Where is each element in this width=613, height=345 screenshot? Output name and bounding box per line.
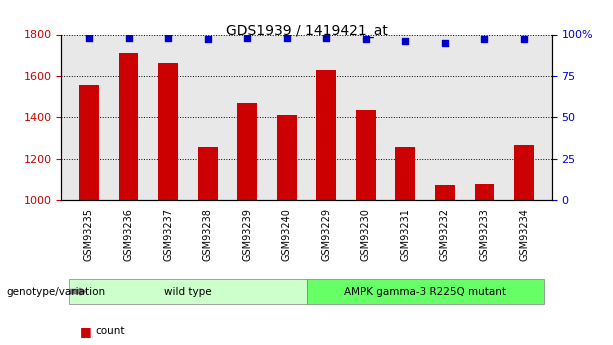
Point — [242, 35, 252, 41]
Point — [519, 37, 529, 42]
Bar — [119, 53, 139, 200]
Bar — [79, 85, 99, 200]
Point — [400, 38, 410, 44]
Bar — [395, 147, 415, 200]
Text: count: count — [95, 326, 124, 336]
Bar — [356, 110, 376, 200]
Text: AMPK gamma-3 R225Q mutant: AMPK gamma-3 R225Q mutant — [344, 287, 506, 296]
Point — [479, 37, 489, 42]
Point — [203, 37, 213, 42]
Point — [84, 35, 94, 41]
Bar — [474, 184, 494, 200]
Point — [124, 35, 134, 41]
Point — [321, 35, 331, 41]
Text: ■: ■ — [80, 325, 91, 338]
Bar — [158, 63, 178, 200]
Bar — [435, 185, 455, 200]
Bar — [514, 145, 534, 200]
Bar — [316, 70, 336, 200]
Point — [163, 35, 173, 41]
Text: wild type: wild type — [164, 287, 211, 296]
Bar — [277, 115, 297, 200]
Bar — [237, 103, 257, 200]
Text: GDS1939 / 1419421_at: GDS1939 / 1419421_at — [226, 24, 387, 38]
Text: ■: ■ — [80, 344, 91, 345]
Bar — [198, 147, 218, 200]
Point — [440, 40, 450, 46]
Text: genotype/variation: genotype/variation — [6, 287, 105, 296]
Point — [361, 37, 371, 42]
Point — [282, 35, 292, 41]
